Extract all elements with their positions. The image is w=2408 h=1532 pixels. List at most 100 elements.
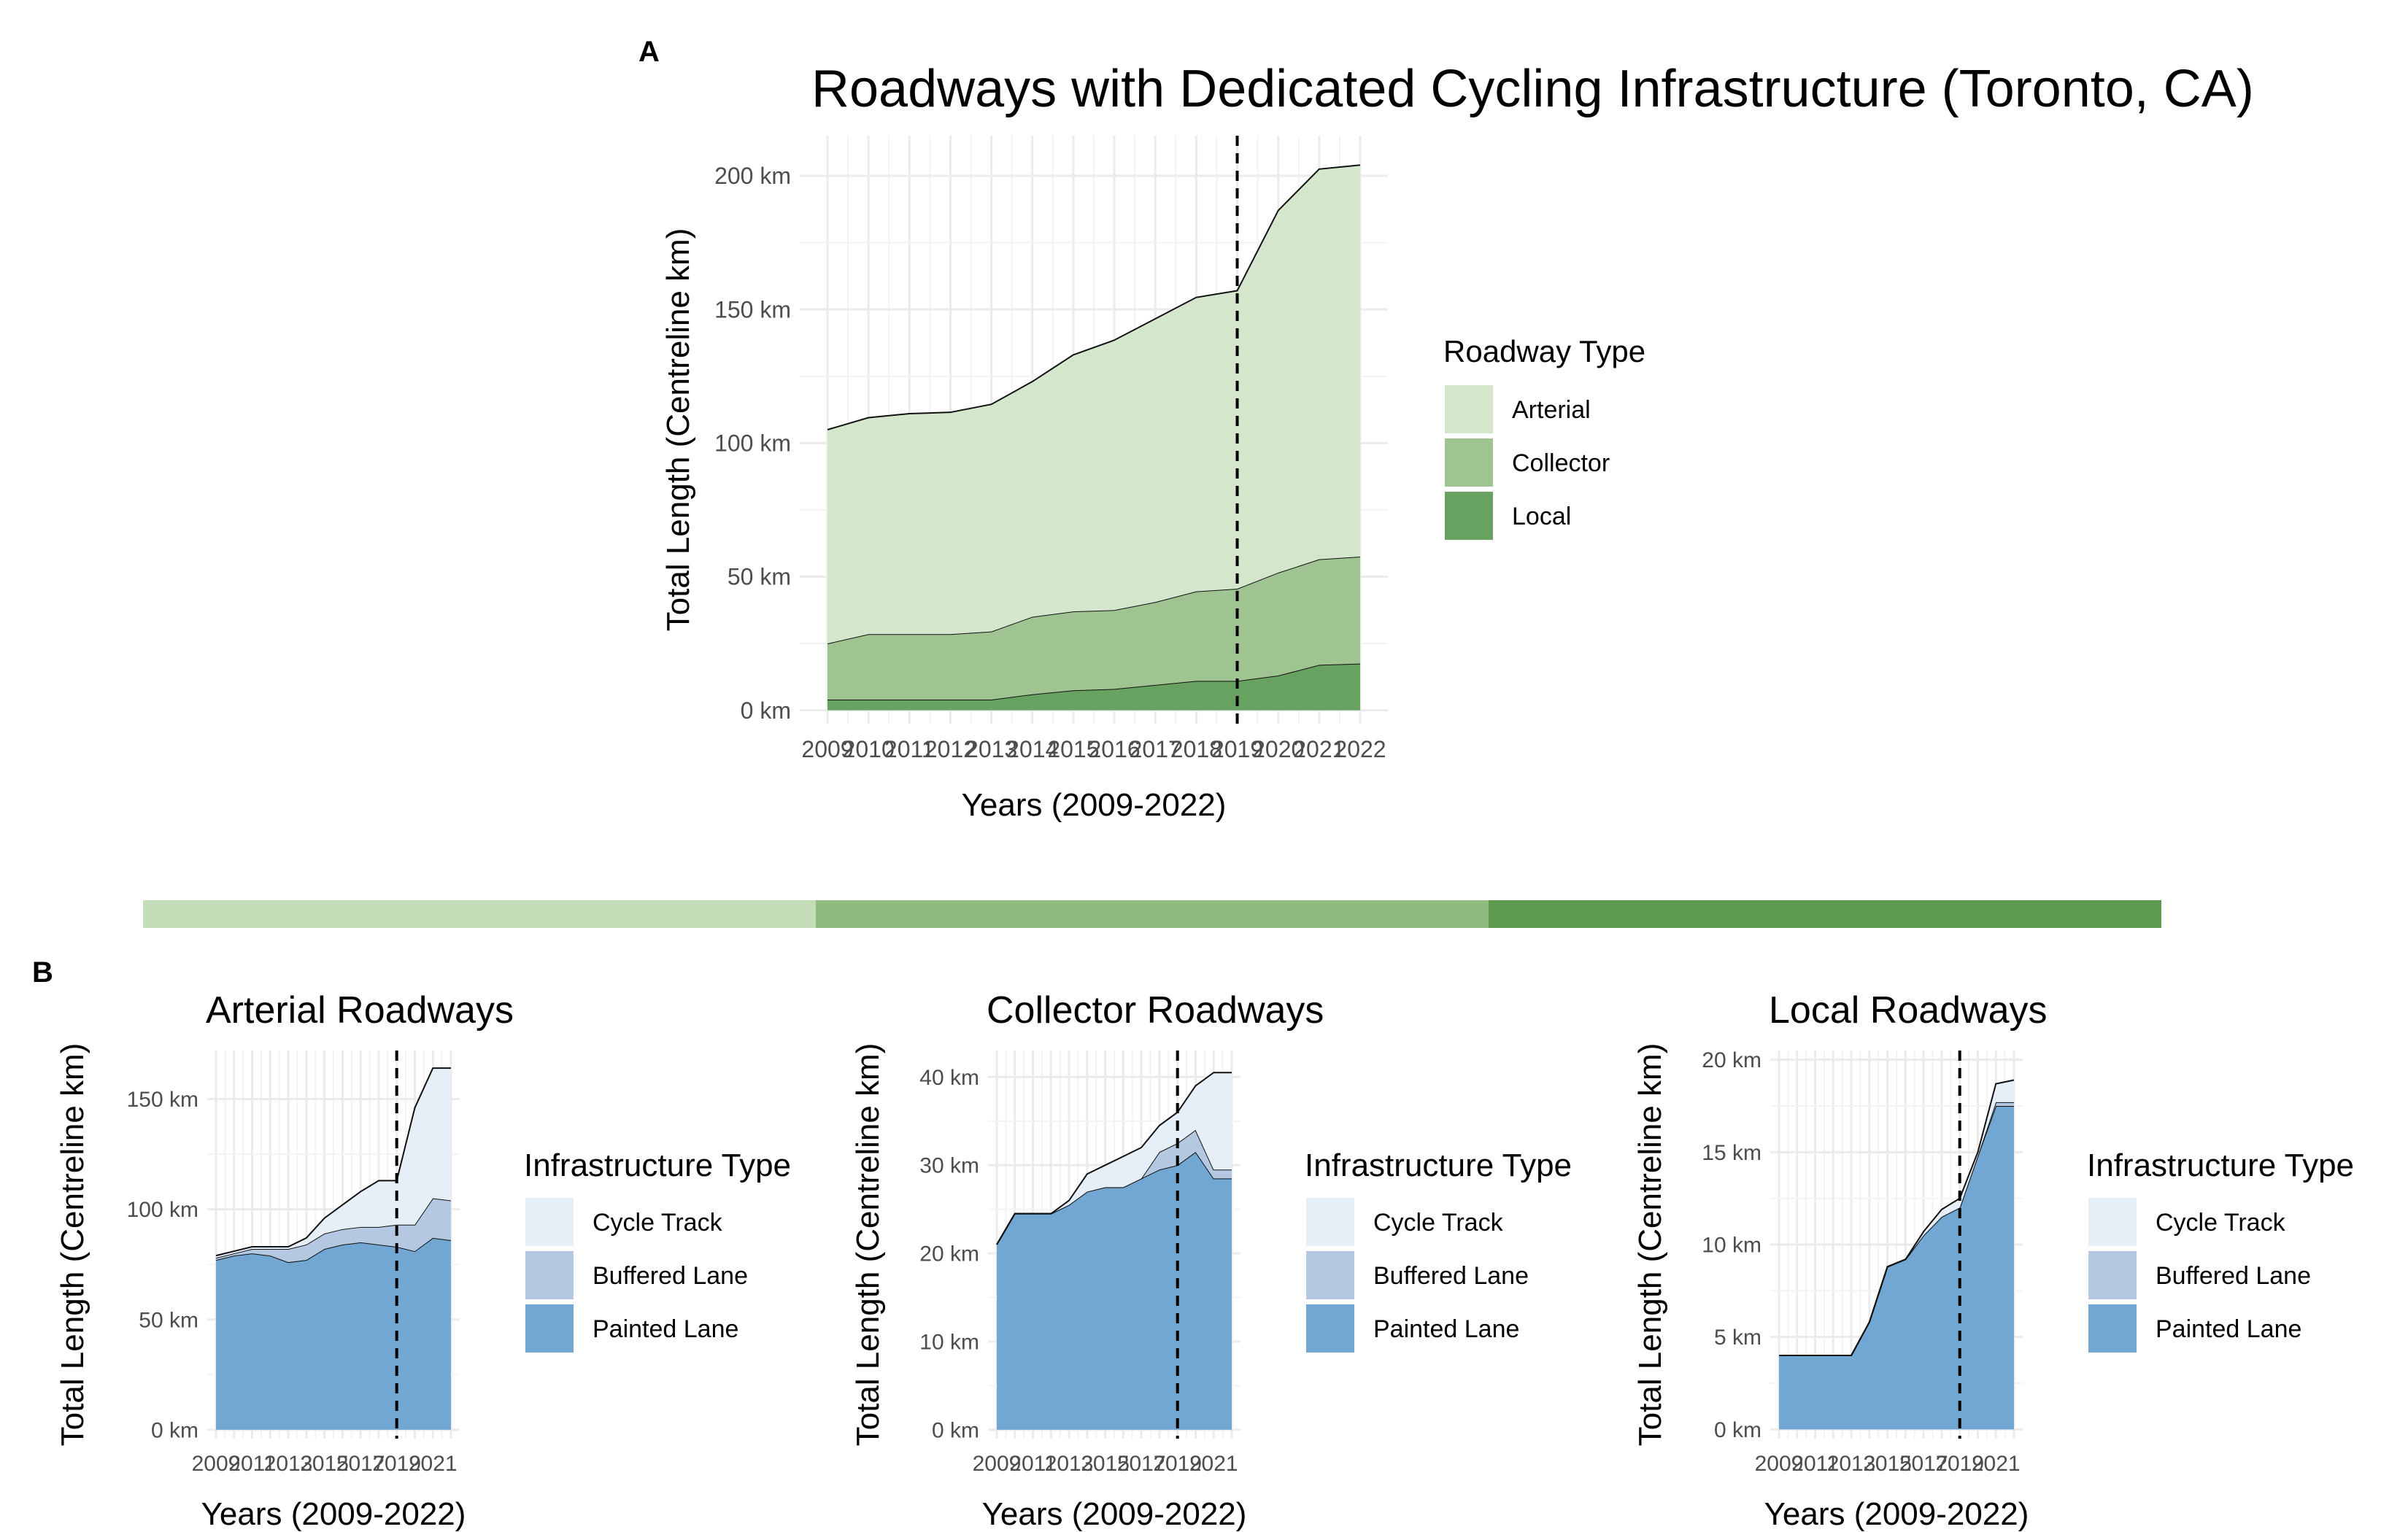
chart-title: Arterial Roadways [206,989,514,1032]
areas [996,1072,1232,1430]
area-buffered-lane [997,1129,1232,1245]
area-outline-arterial [827,164,1361,430]
legend-label-buffered-lane: Buffered Lane [1373,1262,1529,1290]
x-tick-label: 2011 [884,736,935,762]
y-tick-label: 50 km [728,564,791,590]
color-bar-arterial [143,900,816,928]
arterial-chart: 0 km 50 km 100 km 150 km 2009201120132015201… [55,989,791,1532]
legend-key-buffered-lane [525,1251,574,1299]
legend-key-painted-lane [2088,1304,2137,1353]
legend-key-buffered-lane [2088,1251,2137,1299]
legend-label-cycle-track: Cycle Track [2156,1209,2286,1237]
legend-label-cycle-track: Cycle Track [593,1209,723,1237]
y-tick-label: 5 km [1714,1326,1761,1350]
legend-key-cycle-track [525,1198,574,1246]
x-tick-label: 2015 [1863,1452,1912,1476]
x-tick-label: 2009 [1755,1452,1804,1476]
x-axis-label: Years (2009-2022) [1764,1496,2029,1532]
y-tick-label: 0 km [932,1418,979,1442]
legend: Infrastructure Type Cycle Track Buffered L… [1305,1148,1572,1353]
areas [827,164,1361,711]
legend-key-buffered-lane [1306,1251,1354,1299]
legend-title: Roadway Type [1443,334,1645,368]
chart-title: Collector Roadways [987,989,1324,1032]
area-painted-lane [997,1152,1232,1430]
areas [1779,1079,2015,1430]
x-tick-label: 2022 [1334,736,1386,762]
x-tick-label: 2018 [1170,736,1222,762]
x-tick-label: 2021 [1293,736,1345,762]
x-tick-label: 2013 [965,736,1017,762]
x-tick-label: 2017 [1130,736,1181,762]
y-tick-label: 50 km [139,1308,198,1332]
x-tick-label: 2021 [409,1452,458,1476]
y-axis: 0 km 50 km 100 km 150 km 200 km [714,163,791,724]
x-tick-label: 2016 [1088,736,1140,762]
collector-chart: 0 km 10 km 20 km 30 km 40 km 2009201120132015… [850,989,1572,1532]
legend-key-cycle-track [2088,1198,2137,1246]
x-tick-label: 2017 [1899,1452,1948,1476]
y-tick-label: 30 km [919,1154,979,1178]
y-axis-label: Total Length (Centreline km) [1632,1043,1668,1447]
y-tick-label: 100 km [127,1198,198,1222]
x-tick-label: 2019 [1211,736,1263,762]
panel-label-a: A [638,36,660,68]
area-outline-cycle-track [996,1072,1232,1245]
y-tick-label: 150 km [127,1088,198,1112]
x-tick-label: 2009 [973,1452,1022,1476]
x-tick-label: 2011 [1009,1452,1057,1476]
legend-label-painted-lane: Painted Lane [1373,1315,1519,1343]
y-axis-label: Total Length (Centreline km) [660,228,696,632]
y-tick-label: 10 km [1702,1234,1761,1258]
y-tick-label: 100 km [714,430,791,457]
x-tick-label: 2013 [1045,1452,1094,1476]
x-tick-label: 2015 [300,1452,349,1476]
x-axis: 2009201020112012201320142015201620172018… [801,736,1386,762]
legend-label-painted-lane: Painted Lane [2156,1315,2301,1343]
legend-key-painted-lane [525,1304,574,1353]
x-tick-label: 2010 [843,736,895,762]
area-collector [827,557,1360,700]
y-axis-label: Total Length (Centreline km) [850,1043,886,1447]
roadway-color-bar [143,900,2161,928]
y-axis: 0 km 10 km 20 km 30 km 40 km [919,1066,979,1443]
x-tick-label: 2019 [1153,1452,1202,1476]
y-tick-label: 20 km [1702,1048,1761,1072]
legend-title: Infrastructure Type [1305,1148,1572,1183]
legend: Infrastructure Type Cycle Track Buffered L… [524,1148,791,1353]
legend: Roadway Type Arterial Collector Local [1443,334,1645,540]
area-cycle-track [1779,1080,2014,1355]
legend-label-painted-lane: Painted Lane [593,1315,738,1343]
legend-label-local: Local [1512,503,1571,530]
legend-label-cycle-track: Cycle Track [1373,1209,1504,1237]
legend-key-arterial [1445,385,1493,433]
y-tick-label: 0 km [1714,1418,1761,1442]
x-tick-label: 2015 [1047,736,1099,762]
legend: Infrastructure Type Cycle Track Buffered L… [2087,1148,2354,1353]
x-tick-label: 2013 [1827,1452,1876,1476]
y-tick-label: 0 km [151,1418,198,1442]
x-tick-label: 2021 [1189,1452,1238,1476]
area-painted-lane [216,1237,451,1430]
legend-label-arterial: Arterial [1512,396,1591,424]
area-cycle-track [997,1072,1232,1245]
x-tick-label: 2017 [1117,1452,1166,1476]
x-tick-label: 2014 [1006,736,1058,762]
x-tick-label: 2009 [801,736,853,762]
y-tick-label: 10 km [919,1331,979,1355]
x-tick-label: 2019 [372,1452,421,1476]
x-axis-label: Years (2009-2022) [201,1496,466,1532]
y-tick-label: 40 km [919,1066,979,1090]
y-tick-label: 0 km [741,697,791,724]
legend-key-collector [1445,438,1493,487]
y-tick-label: 20 km [919,1242,979,1266]
x-tick-label: 2019 [1935,1452,1984,1476]
x-tick-label: 2012 [925,736,976,762]
y-axis: 0 km 5 km 10 km 15 km 20 km [1702,1048,1761,1442]
color-bar-local [1489,900,2161,928]
